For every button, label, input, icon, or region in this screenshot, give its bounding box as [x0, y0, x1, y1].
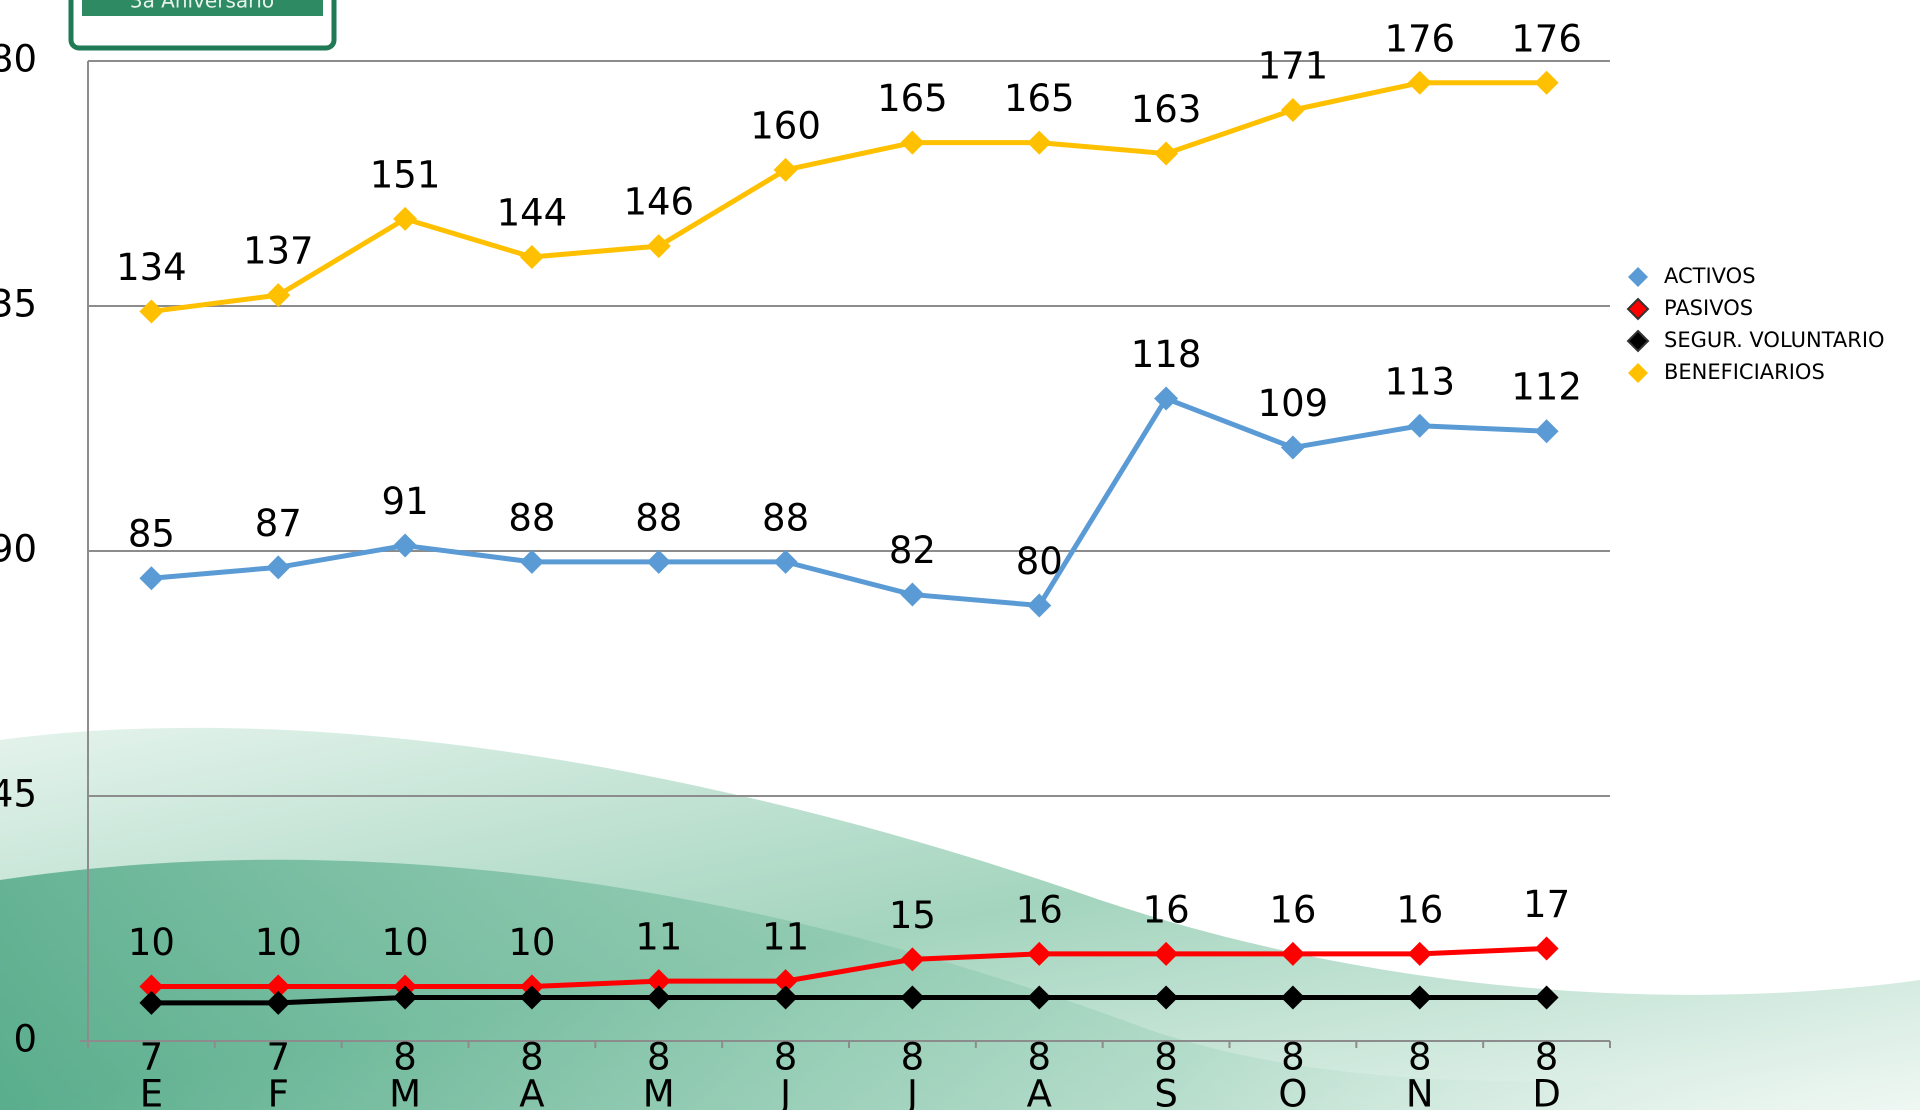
data-point	[1281, 98, 1305, 122]
data-label: 8	[1154, 1036, 1178, 1079]
data-label: 80	[1016, 540, 1063, 583]
data-point	[393, 534, 417, 558]
chart: 3a Aniversario 04590135180EFMAMJJASOND85…	[0, 0, 1920, 1110]
legend-label: BENEFICIARIOS	[1664, 360, 1825, 384]
data-label: 112	[1511, 366, 1582, 409]
data-point	[1027, 131, 1051, 155]
y-tick-label: 135	[0, 283, 37, 326]
legend-marker	[1628, 331, 1648, 351]
data-point	[1535, 71, 1559, 95]
data-point	[266, 283, 290, 307]
data-label: 118	[1131, 333, 1202, 376]
data-point	[520, 550, 544, 574]
data-label: 16	[1396, 888, 1443, 931]
legend-marker	[1628, 299, 1648, 319]
logo-text: 3a Aniversario	[130, 0, 274, 13]
data-label: 85	[128, 513, 175, 556]
data-label: 16	[1269, 888, 1316, 931]
data-label: 10	[382, 921, 429, 964]
data-label: 10	[255, 921, 302, 964]
data-label: 10	[128, 921, 175, 964]
data-label: 10	[508, 921, 555, 964]
data-label: 16	[1016, 888, 1063, 931]
data-point	[647, 234, 671, 258]
data-label: 171	[1258, 45, 1329, 88]
data-label: 176	[1384, 17, 1455, 60]
data-point	[393, 207, 417, 231]
data-label: 113	[1384, 360, 1455, 403]
data-point	[1535, 936, 1559, 960]
data-label: 7	[140, 1036, 164, 1079]
data-label: 109	[1258, 382, 1329, 425]
data-point	[139, 299, 163, 323]
data-label: 165	[877, 77, 948, 120]
data-point	[900, 131, 924, 155]
data-point	[774, 158, 798, 182]
y-tick-label: 90	[0, 528, 37, 571]
data-label: 88	[508, 496, 555, 539]
data-label: 8	[647, 1036, 671, 1079]
data-label: 8	[901, 1036, 925, 1079]
legend-marker	[1628, 363, 1648, 383]
data-label: 165	[1004, 77, 1075, 120]
data-point	[1154, 142, 1178, 166]
data-point	[520, 245, 544, 269]
data-label: 82	[889, 529, 936, 572]
data-point	[139, 566, 163, 590]
data-label: 137	[243, 230, 314, 273]
data-point	[774, 550, 798, 574]
data-label: 8	[1408, 1036, 1432, 1079]
data-label: 11	[635, 916, 682, 959]
data-label: 8	[1535, 1036, 1559, 1079]
data-label: 146	[623, 181, 694, 224]
data-label: 15	[889, 894, 936, 937]
data-label: 87	[255, 502, 302, 545]
data-point	[1408, 71, 1432, 95]
y-tick-label: 0	[13, 1018, 37, 1061]
data-label: 134	[116, 246, 187, 289]
data-point	[1281, 436, 1305, 460]
data-label: 176	[1511, 17, 1582, 60]
data-label: 151	[370, 153, 441, 196]
data-point	[1154, 387, 1178, 411]
data-point	[1408, 414, 1432, 438]
data-label: 160	[750, 104, 821, 147]
data-label: 8	[1281, 1036, 1305, 1079]
data-label: 8	[774, 1036, 798, 1079]
y-tick-label: 180	[0, 38, 37, 81]
legend-label: PASIVOS	[1664, 296, 1753, 320]
data-point	[1408, 942, 1432, 966]
data-label: 7	[266, 1036, 290, 1079]
legend-label: SEGUR. VOLUNTARIO	[1664, 328, 1885, 352]
legend-marker	[1628, 267, 1648, 287]
data-label: 8	[393, 1036, 417, 1079]
data-label: 144	[497, 192, 568, 235]
logo: 3a Aniversario	[71, 0, 334, 48]
data-point	[900, 583, 924, 607]
series-line	[151, 399, 1546, 606]
data-label: 8	[520, 1036, 544, 1079]
data-label: 8	[1027, 1036, 1051, 1079]
series-line	[151, 83, 1546, 312]
data-label: 11	[762, 916, 809, 959]
y-tick-label: 45	[0, 773, 37, 816]
data-point	[647, 550, 671, 574]
data-label: 163	[1131, 88, 1202, 131]
page: 3a Aniversario 04590135180EFMAMJJASOND85…	[0, 0, 1920, 1110]
data-label: 17	[1523, 883, 1570, 926]
data-point	[266, 555, 290, 579]
data-point	[1027, 593, 1051, 617]
data-label: 88	[635, 496, 682, 539]
data-label: 16	[1143, 888, 1190, 931]
data-point	[1535, 419, 1559, 443]
data-label: 91	[382, 480, 429, 523]
data-label: 88	[762, 496, 809, 539]
legend-label: ACTIVOS	[1664, 264, 1756, 288]
